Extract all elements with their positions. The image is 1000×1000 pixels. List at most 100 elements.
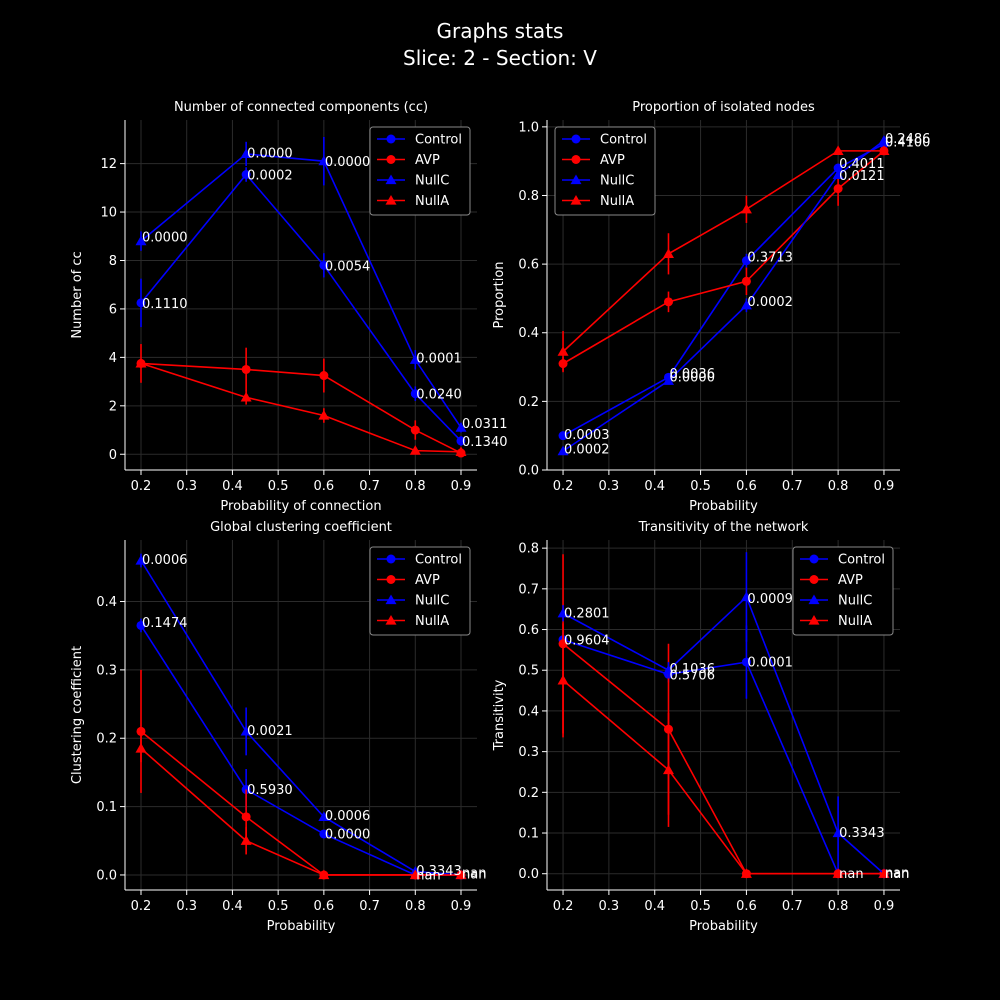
panel-4-series-nulla-point-3 (832, 868, 844, 878)
panel-1-x-tick-label-2: 0.4 (222, 479, 243, 494)
panel-2-annotation-3: 0.0000 (669, 371, 715, 386)
panel-4-series-nulla (557, 623, 890, 878)
panel-3-annotation-4: 0.0006 (325, 809, 371, 824)
panel-2-annotation-7: 0.0121 (839, 169, 885, 184)
panel-1-legend-nulla-marker (385, 195, 397, 205)
panel-3-legend-control-label: Control (415, 553, 462, 568)
panel-4-series-nulla-point-4 (878, 868, 890, 878)
panel-3-x-axis-label: Probability (267, 919, 336, 934)
panel-1-annotation-6: 0.0001 (416, 351, 462, 366)
panel-3-x-tick-label-7: 0.9 (451, 899, 472, 914)
panel-4-series-control-point-2 (741, 657, 751, 667)
panel-1-x-tick-label-7: 0.9 (451, 479, 472, 494)
panel-3-x-tick-label-5: 0.7 (359, 899, 380, 914)
panel-4-legend-control-marker (809, 554, 819, 564)
panel-4-series-nulla-point-2 (740, 868, 752, 878)
panel-3-x-tick-label-3: 0.5 (268, 899, 289, 914)
panel-2-series-avp-point-3 (833, 184, 843, 194)
panel-4-series-nullc-point-0 (557, 607, 569, 618)
panel-1-series-avp-point-3 (410, 425, 420, 435)
panel-1-y-axis-label: Number of cc (70, 251, 85, 338)
panel-3-series-control (136, 618, 466, 880)
panel-3-series-nullc-point-2 (318, 811, 330, 821)
panel-2-series-nullc-point-1 (662, 375, 674, 385)
panel-2-series-nulla (557, 145, 890, 373)
panel-1-legend: Control AVP NullC NullA (369, 126, 471, 216)
panel-1-x-tick-label-5: 0.7 (359, 479, 380, 494)
panel-4-y-tick-label-1: 0.1 (518, 827, 539, 842)
panel-2-series-control-point-0 (558, 431, 568, 441)
panel-4-x-axis-label: Probability (689, 919, 758, 934)
panel-3-annotation-8: nan (462, 866, 486, 881)
panel-3-y-tick-label-1: 0.1 (96, 800, 117, 815)
panel-3-series-nullc-point-1 (240, 725, 252, 736)
panel-2-legend-box (554, 126, 656, 216)
panel-2-series-nulla-point-4 (878, 145, 890, 156)
panel-1-y-tick-label-2: 4 (109, 351, 117, 366)
panel-2-legend-avp-label: AVP (600, 153, 625, 168)
panel-2-series-nullc-point-3 (832, 169, 844, 180)
panel-1-x-tick-label-4: 0.6 (314, 479, 335, 494)
panel-2: 0.2 0.3 0.4 0.5 0.6 0.7 0.8 0.9 0.0 0.2 0.4 0.6 0.8 1… (492, 100, 930, 514)
panel-2-annotation-5: 0.0002 (747, 295, 793, 310)
panel-4-x-tick-label-2: 0.4 (644, 899, 665, 914)
panel-1-series-control-point-2 (319, 260, 329, 270)
panel-2-x-tick-label-3: 0.5 (690, 479, 711, 494)
panel-3-series-avp-point-1 (241, 812, 251, 822)
panel-3-annotation-3: 0.5930 (247, 783, 293, 798)
panel-1-y-tick-label-3: 6 (109, 302, 117, 317)
panel-4-series-nullc-point-1 (662, 664, 674, 675)
panel-1-series-control-point-0 (136, 298, 146, 308)
panel-2-legend-avp-marker (571, 155, 581, 164)
panel-4-legend-nullc-marker (808, 594, 820, 605)
panel-3-series-nulla-point-0 (135, 742, 147, 753)
panel-1-legend-control-label: Control (415, 133, 462, 148)
panel-4-annotation-6: 0.3343 (839, 826, 885, 841)
panel-4-y-axis-label: Transitivity (492, 679, 507, 751)
panel-2-series-nulla-point-3 (832, 145, 844, 156)
panel-3-y-tick-label-2: 0.2 (96, 732, 117, 747)
panel-1-series-nullc-point-1 (240, 148, 252, 159)
panel-1-legend-nullc-marker (385, 174, 397, 185)
panel-3-series-control-line (140, 625, 461, 876)
panel-4-annotation-4: 0.0009 (747, 592, 793, 607)
panel-4-y-tick-label-4: 0.4 (518, 704, 539, 719)
panel-2-legend: Control AVP NullC NullA (554, 126, 656, 216)
panel-4-annotation-7: nan (839, 867, 863, 882)
panel-3-y-axis-label: Clustering coefficient (70, 646, 85, 784)
panel-3-series-avp-point-0 (136, 726, 146, 736)
panel-3-x-tick-label-6: 0.8 (405, 899, 426, 914)
panel-4-series-nullc (557, 552, 890, 878)
panel-2-legend-nulla-marker (570, 195, 582, 205)
panel-3-series-nulla-point-4 (455, 869, 467, 880)
panel-1-y-tick-label-5: 10 (100, 206, 117, 221)
panel-2-legend-control-marker (571, 134, 581, 144)
panel-2-annotation-9: 0.4100 (885, 135, 931, 150)
panel-1-series-nullc-point-2 (318, 155, 330, 166)
panel-3-series-nulla-point-3 (409, 869, 421, 880)
panel-4-legend-avp-marker (809, 575, 819, 584)
panel-3-series-nullc-point-0 (135, 555, 147, 565)
panel-4-annotation-0: 0.2801 (564, 606, 610, 621)
panel-2-y-tick-label-1: 0.2 (518, 395, 539, 410)
panel-3-legend-avp-marker (386, 575, 396, 584)
panel-1-x-tick-label-0: 0.2 (131, 479, 152, 494)
panel-3-series-avp (136, 669, 466, 880)
panel-1-annotation-5: 0.0054 (325, 259, 371, 274)
panel-4-legend-control-label: Control (838, 553, 885, 568)
panel-1-series-control-point-3 (410, 389, 420, 399)
panel-3-annotation-6: 0.3343 (416, 864, 462, 879)
panel-2-x-axis-label: Probability (689, 499, 758, 514)
panel-2-x-tick-label-6: 0.8 (828, 479, 849, 494)
panel-4-x-tick-label-7: 0.9 (874, 899, 895, 914)
panel-2-series-control-point-3 (833, 163, 843, 173)
panel-3-x-tick-label-4: 0.6 (314, 899, 335, 914)
panel-2-annotation-4: 0.3713 (747, 251, 793, 266)
panel-4-annotation-8: nan (885, 866, 909, 881)
panel-3-annotation-1: 0.1474 (142, 616, 188, 631)
panel-3-legend-nullc-label: NullC (415, 594, 449, 609)
panel-1-y-tick-label-0: 0 (109, 448, 117, 463)
panel-1-series-nulla-point-2 (318, 410, 330, 420)
panel-2-x-tick-label-1: 0.3 (599, 479, 620, 494)
panel-4-x-tick-label-1: 0.3 (599, 899, 620, 914)
